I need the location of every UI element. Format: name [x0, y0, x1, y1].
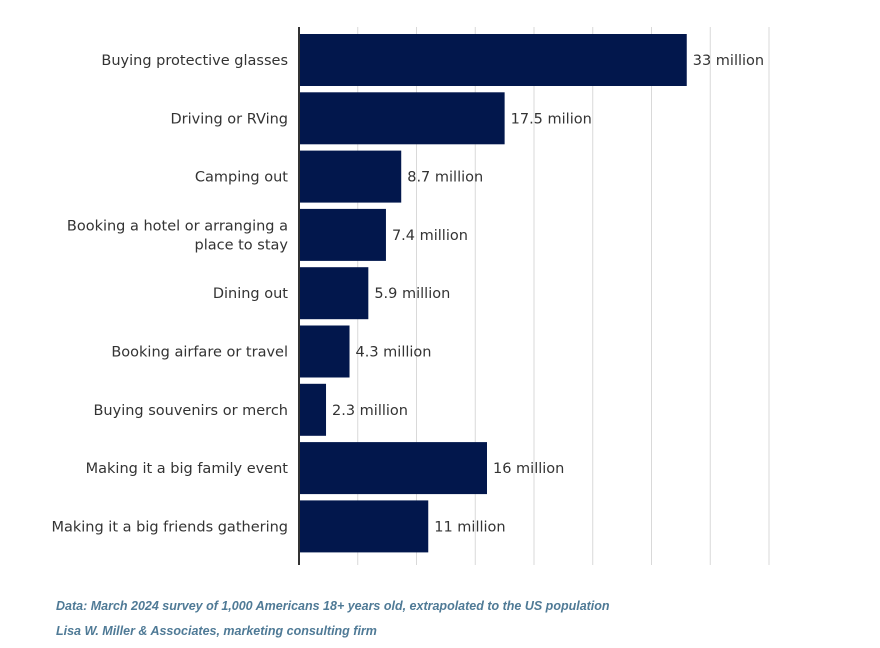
bar-chart: 33 million Buying protective glasses 17.5 … — [51, 27, 770, 565]
category-label: Booking a hotel or arranging a — [67, 218, 288, 234]
category-label: Buying protective glasses — [101, 53, 288, 69]
data-label: 2.3 million — [332, 403, 408, 419]
bar — [299, 92, 505, 145]
source-note: Data: March 2024 survey of 1,000 America… — [56, 599, 610, 613]
category-label: Camping out — [195, 170, 288, 186]
bar — [299, 325, 350, 378]
category-label: place to stay — [195, 237, 289, 253]
bar — [299, 267, 369, 320]
category-label: Booking airfare or travel — [111, 345, 288, 361]
data-label: 5.9 million — [374, 286, 450, 302]
category-label: Making it a big friends gathering — [51, 519, 288, 535]
bar — [299, 500, 429, 553]
category-label: Driving or RVing — [170, 111, 288, 127]
category-label: Making it a big family event — [86, 461, 289, 477]
category-label: Buying souvenirs or merch — [93, 403, 288, 419]
bar — [299, 208, 386, 261]
category-label: Dining out — [213, 286, 288, 302]
bar — [299, 383, 327, 436]
data-label: 17.5 milion — [511, 111, 592, 127]
bar — [299, 150, 402, 203]
data-label: 4.3 million — [356, 345, 432, 361]
data-label: 8.7 million — [407, 170, 483, 186]
data-label: 7.4 million — [392, 228, 468, 244]
data-label: 16 million — [493, 461, 564, 477]
bar — [299, 442, 487, 495]
credit-note: Lisa W. Miller & Associates, marketing c… — [56, 624, 377, 638]
data-label: 11 million — [434, 519, 505, 535]
bar — [299, 34, 687, 86]
data-label: 33 million — [693, 53, 764, 69]
